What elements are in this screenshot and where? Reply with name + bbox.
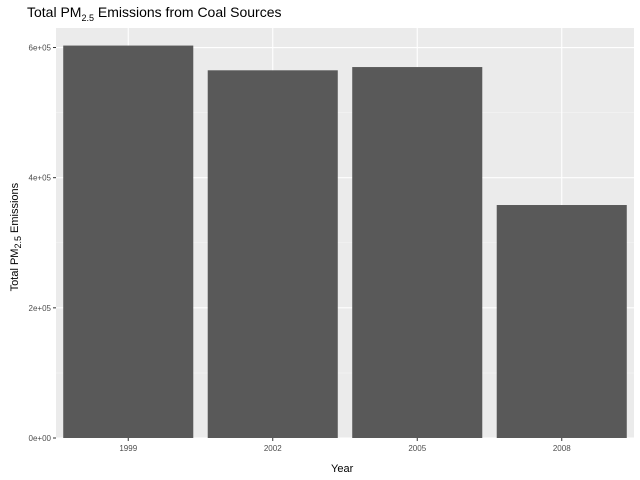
y-tick-label: 6e+05 — [29, 44, 52, 53]
bar-1999 — [63, 45, 194, 438]
x-tick-label: 2008 — [553, 444, 571, 453]
y-tick-label: 2e+05 — [29, 304, 52, 313]
y-tick-label: 4e+05 — [29, 174, 52, 183]
bar-2008 — [496, 205, 627, 438]
x-axis-label: Year — [331, 463, 354, 475]
y-tick-label: 0e+00 — [29, 434, 52, 443]
chart-title: Total PM2.5 Emissions from Coal Sources — [27, 4, 282, 23]
x-tick-label: 1999 — [119, 444, 137, 453]
x-tick-label: 2005 — [408, 444, 426, 453]
x-tick-label: 2002 — [264, 444, 282, 453]
bar-2005 — [352, 67, 483, 439]
bar-2002 — [207, 70, 338, 439]
y-axis-label: Total PM2.5 Emissions — [8, 182, 24, 292]
